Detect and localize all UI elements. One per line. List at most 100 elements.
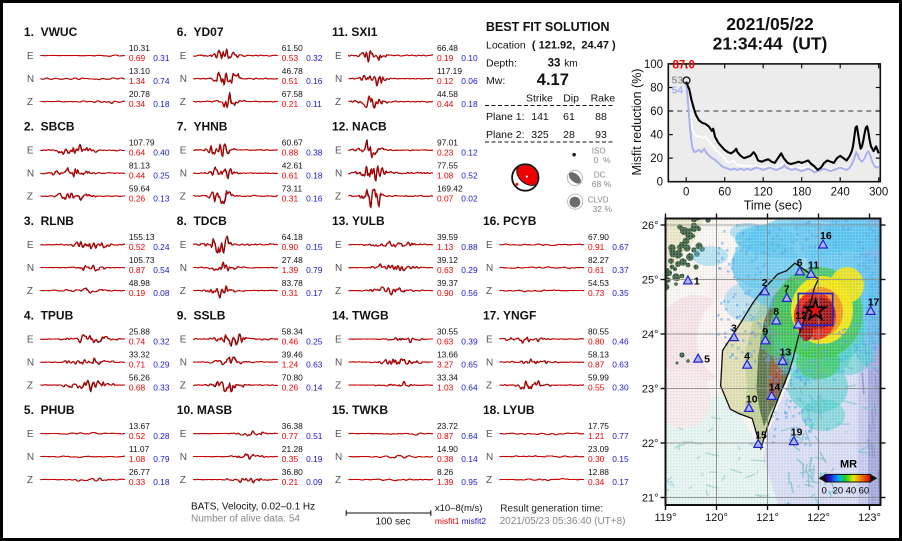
svg-text:1.03: 1.03	[437, 382, 454, 392]
svg-text:25°: 25°	[642, 275, 659, 287]
svg-text:33.34: 33.34	[437, 373, 458, 383]
svg-text:39.12: 39.12	[437, 255, 458, 265]
svg-text:0.35: 0.35	[282, 454, 299, 464]
svg-text:97.01: 97.01	[437, 138, 458, 148]
svg-text:2: 2	[762, 277, 768, 289]
svg-text:122°: 122°	[807, 512, 830, 524]
svg-text:12. NACB: 12. NACB	[332, 120, 387, 134]
svg-text:23.09: 23.09	[588, 444, 609, 454]
svg-text:N: N	[335, 452, 342, 463]
svg-text:0.33: 0.33	[153, 382, 170, 392]
svg-text:26.77: 26.77	[129, 467, 150, 477]
svg-text:39.59: 39.59	[437, 232, 458, 242]
svg-text:32 %: 32 %	[593, 204, 613, 214]
svg-text:N: N	[486, 263, 493, 274]
svg-text:0.12: 0.12	[437, 76, 454, 86]
svg-text:0 %: 0 %	[594, 155, 611, 165]
svg-text:10.31: 10.31	[129, 43, 150, 53]
svg-text:BEST FIT SOLUTION: BEST FIT SOLUTION	[486, 20, 610, 34]
svg-text:E: E	[335, 429, 342, 440]
svg-text:0.12: 0.12	[461, 147, 478, 157]
svg-text:9. SSLB: 9. SSLB	[177, 309, 226, 323]
svg-text:N: N	[27, 74, 34, 85]
svg-text:Z: Z	[27, 286, 33, 297]
svg-text:N: N	[335, 74, 342, 85]
svg-text:0.54: 0.54	[153, 265, 170, 275]
svg-text:0.21: 0.21	[282, 99, 299, 109]
svg-text:180: 180	[792, 187, 811, 199]
svg-text:13.66: 13.66	[437, 350, 458, 360]
svg-text:0.18: 0.18	[306, 170, 323, 180]
svg-text:Z: Z	[180, 286, 186, 297]
svg-text:40: 40	[650, 130, 663, 142]
svg-text:Misfit reduction (%): Misfit reduction (%)	[630, 69, 644, 176]
svg-text:0.30: 0.30	[588, 454, 605, 464]
svg-text:0.31: 0.31	[282, 193, 299, 203]
svg-text:N: N	[335, 263, 342, 274]
svg-text:0.74: 0.74	[129, 336, 146, 346]
svg-text:N: N	[180, 358, 187, 369]
svg-text:N: N	[27, 358, 34, 369]
svg-text:13: 13	[780, 347, 792, 359]
svg-text:0.16: 0.16	[306, 193, 323, 203]
svg-text:0.21: 0.21	[282, 477, 299, 487]
svg-text:0.11: 0.11	[306, 99, 322, 109]
svg-text:( 121.92, 24.47 ): ( 121.92, 24.47 )	[532, 39, 616, 51]
svg-text:0.64: 0.64	[461, 431, 478, 441]
svg-text:0.46: 0.46	[282, 336, 299, 346]
svg-text:MR: MR	[840, 459, 857, 471]
svg-text:0.44: 0.44	[437, 99, 454, 109]
svg-text:0.15: 0.15	[306, 242, 323, 252]
svg-text:0.10: 0.10	[461, 53, 478, 63]
svg-text:N: N	[335, 358, 342, 369]
svg-text:E: E	[27, 240, 34, 251]
svg-text:0.30: 0.30	[612, 382, 629, 392]
svg-text:N: N	[27, 452, 34, 463]
svg-text:88: 88	[595, 111, 607, 123]
svg-text:0.18: 0.18	[461, 99, 478, 109]
svg-text:0.71: 0.71	[129, 359, 146, 369]
svg-text:3. RLNB: 3. RLNB	[24, 214, 74, 228]
svg-text:82.27: 82.27	[588, 255, 609, 265]
svg-text:40: 40	[846, 485, 857, 496]
svg-text:8. TDCB: 8. TDCB	[177, 214, 227, 228]
svg-text:16. PCYB: 16. PCYB	[483, 214, 537, 228]
svg-text:68 %: 68 %	[592, 179, 612, 189]
svg-text:58.34: 58.34	[282, 327, 303, 337]
svg-text:0.74: 0.74	[153, 76, 170, 86]
svg-text:18. LYUB: 18. LYUB	[483, 403, 535, 417]
svg-text:0.15: 0.15	[612, 454, 629, 464]
svg-text:N: N	[27, 263, 34, 274]
svg-text:Z: Z	[486, 475, 492, 486]
svg-text:7: 7	[784, 284, 790, 296]
svg-text:E: E	[486, 240, 493, 251]
svg-text:1.21: 1.21	[588, 431, 605, 441]
svg-text:0.52: 0.52	[461, 170, 478, 180]
svg-text:5: 5	[704, 354, 710, 366]
svg-text:E: E	[27, 335, 34, 346]
svg-text:4. TPUB: 4. TPUB	[24, 309, 74, 323]
svg-text:Z: Z	[27, 192, 33, 203]
svg-text:6. YD07: 6. YD07	[177, 25, 224, 39]
svg-text:Z: Z	[486, 286, 492, 297]
svg-text:0.17: 0.17	[612, 477, 629, 487]
svg-text:0.88: 0.88	[282, 147, 299, 157]
svg-text:0.61: 0.61	[588, 265, 605, 275]
svg-text:0.25: 0.25	[306, 336, 323, 346]
svg-text:20: 20	[650, 153, 663, 165]
svg-text:Strike: Strike	[526, 93, 553, 105]
svg-text:120: 120	[754, 187, 773, 199]
svg-text:54.53: 54.53	[588, 278, 609, 288]
svg-text:0.55: 0.55	[588, 382, 605, 392]
svg-text:0: 0	[683, 187, 689, 199]
svg-text:61: 61	[563, 111, 575, 123]
svg-text:Mw:: Mw:	[486, 75, 505, 87]
svg-text:53: 53	[672, 75, 684, 87]
svg-text:26°: 26°	[642, 220, 659, 232]
svg-text:11. SXI1: 11. SXI1	[332, 25, 378, 39]
svg-text:1.13: 1.13	[437, 242, 454, 252]
svg-text:119°: 119°	[655, 512, 677, 524]
svg-text:0.13: 0.13	[153, 193, 170, 203]
svg-text:Z: Z	[180, 475, 186, 486]
svg-text:169.42: 169.42	[437, 184, 463, 194]
